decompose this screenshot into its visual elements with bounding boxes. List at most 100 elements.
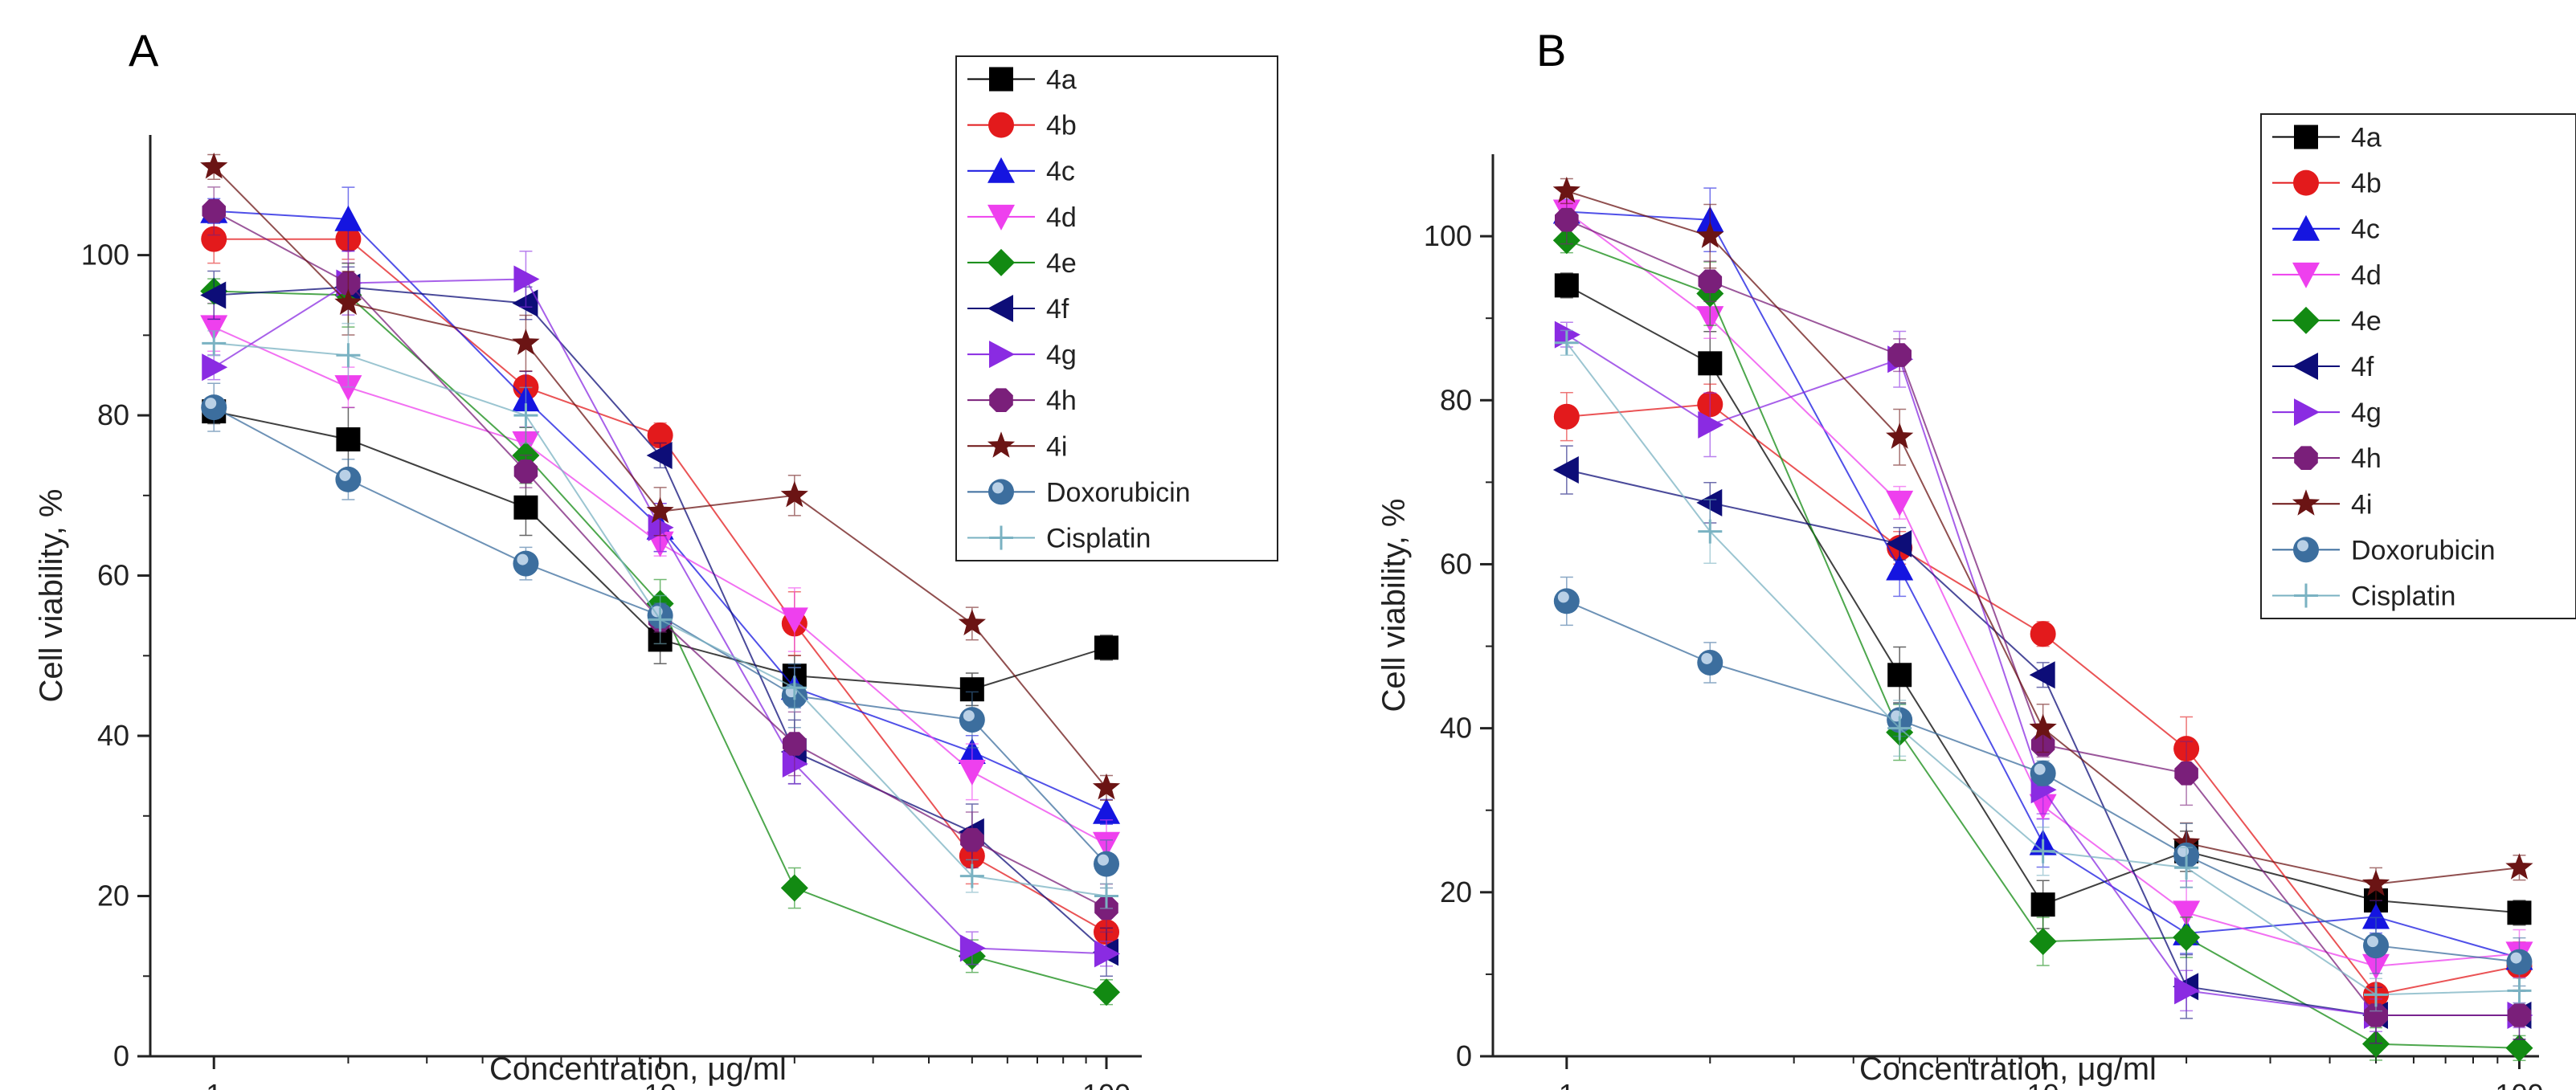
data-point-Cisplatin-10 xyxy=(648,607,673,632)
data-point-4f-1 xyxy=(1552,456,1579,484)
data-point-4f-1 xyxy=(200,281,227,309)
legend-marker-4e xyxy=(987,248,1015,276)
data-point-Cisplatin-5 xyxy=(513,403,538,428)
data-point-4d-20 xyxy=(2173,900,2201,927)
data-point-4h-1 xyxy=(1555,207,1579,232)
data-point-4g-50 xyxy=(959,934,986,962)
legend-marker-4b xyxy=(988,112,1014,138)
legend-label-4h: 4h xyxy=(1046,386,1077,416)
data-point-4i-1 xyxy=(200,152,228,179)
series-Cisplatin xyxy=(202,322,1119,909)
legend: 4a 4b 4c 4d 4e 4f 4g 4h 4i Doxorubicin Cisplatin xyxy=(955,55,1278,561)
data-point-4g-100 xyxy=(1094,940,1121,968)
panel-label: A xyxy=(129,25,159,76)
data-point-Cisplatin-5 xyxy=(1887,716,1912,741)
data-point-4e-100 xyxy=(1093,978,1121,1006)
data-point-4i-1 xyxy=(1552,176,1580,203)
legend-marker-4g xyxy=(2294,398,2320,427)
data-point-4i-50 xyxy=(2361,869,2390,896)
chart-panel-A: A 0 20 40 60 80 100 1 10 100 Concentration, μg/ml C… xyxy=(34,25,1278,1090)
legend-marker-4f xyxy=(987,295,1013,322)
data-point-4f-10 xyxy=(2029,661,2055,689)
data-point-4h-20 xyxy=(2174,761,2198,786)
data-point-4f-10 xyxy=(646,441,673,469)
legend-label-4h: 4h xyxy=(2351,443,2382,474)
data-point-4e-10 xyxy=(2029,928,2057,956)
y-axis-title: Cell viability, % xyxy=(34,489,69,703)
series-4i xyxy=(200,152,1121,802)
legend-label-4e: 4e xyxy=(1046,248,1077,279)
x-axis-title: Concentration, μg/ml xyxy=(1859,1051,2157,1087)
data-point-Cisplatin-100 xyxy=(2507,978,2532,1003)
legend-marker-Doxorubicin xyxy=(988,479,1014,505)
data-point-4a-1 xyxy=(1554,273,1579,298)
data-point-Doxorubicin-50 xyxy=(2363,933,2390,959)
data-point-4i-100 xyxy=(1092,773,1121,800)
legend-label-4c: 4c xyxy=(2351,214,2380,245)
legend-marker-4b xyxy=(2293,169,2319,196)
legend-label-4f: 4f xyxy=(1046,294,1069,325)
data-point-4h-50 xyxy=(960,827,984,852)
legend-marker-Cisplatin xyxy=(2294,583,2318,608)
legend-marker-4i xyxy=(987,431,1016,458)
series-Doxorubicin xyxy=(1553,576,2533,987)
data-point-4h-5 xyxy=(1887,343,1912,367)
data-point-4i-5 xyxy=(512,329,540,355)
legend-marker-4i xyxy=(2292,489,2320,516)
data-point-4a-10 xyxy=(2030,892,2055,917)
data-point-Cisplatin-20 xyxy=(782,676,807,700)
legend-marker-4a xyxy=(989,67,1013,92)
data-point-Cisplatin-100 xyxy=(1094,884,1119,908)
legend-label-4b: 4b xyxy=(1046,111,1077,141)
y-tick-label: 20 xyxy=(97,880,129,912)
legend-marker-4c xyxy=(2292,214,2320,241)
data-point-Doxorubicin-100 xyxy=(1094,851,1120,877)
data-point-4i-2 xyxy=(334,288,362,315)
legend-label-Cisplatin: Cisplatin xyxy=(2351,581,2455,611)
data-point-Cisplatin-2 xyxy=(336,343,361,368)
data-point-Doxorubicin-10 xyxy=(2030,760,2056,786)
data-point-4c-100 xyxy=(1093,798,1121,824)
legend-marker-Cisplatin xyxy=(989,525,1013,550)
panel-label: B xyxy=(1536,25,1566,76)
y-tick-label: 80 xyxy=(97,398,129,431)
data-point-4a-5 xyxy=(513,495,538,520)
data-point-4i-20 xyxy=(780,480,808,508)
y-tick-label: 100 xyxy=(1424,219,1472,252)
legend-label-4f: 4f xyxy=(2351,352,2374,382)
data-point-4g-5 xyxy=(513,265,540,293)
legend-label-4e: 4e xyxy=(2351,306,2382,337)
legend-label-4a: 4a xyxy=(1046,65,1077,96)
data-point-4i-10 xyxy=(2029,713,2057,741)
data-point-4a-5 xyxy=(1887,663,1912,688)
data-point-4g-20 xyxy=(782,749,808,778)
data-point-4h-1 xyxy=(202,199,226,223)
data-point-4e-20 xyxy=(2173,923,2201,951)
legend-label-4d: 4d xyxy=(2351,260,2382,291)
data-point-4h-20 xyxy=(783,732,807,756)
y-tick-label: 40 xyxy=(1440,712,1472,745)
data-point-4d-20 xyxy=(780,607,808,634)
data-point-4g-1 xyxy=(202,353,228,382)
data-point-4b-10 xyxy=(2030,621,2056,647)
data-point-4d-2 xyxy=(334,375,362,402)
data-point-4c-2 xyxy=(334,205,362,231)
data-point-Cisplatin-2 xyxy=(1698,519,1723,544)
data-point-4e-50 xyxy=(2362,1030,2390,1058)
y-tick-label: 100 xyxy=(81,239,129,271)
data-point-4c-50 xyxy=(2362,903,2390,929)
x-tick-label: 100 xyxy=(2495,1078,2543,1090)
data-point-4f-5 xyxy=(1886,529,1912,557)
x-tick-label: 100 xyxy=(1082,1078,1131,1090)
legend-label-Doxorubicin: Doxorubicin xyxy=(1046,477,1191,508)
data-point-4i-2 xyxy=(1696,222,1724,248)
chart-panel-B: B 0 20 40 60 80 100 1 10 100 Concentration, μg/ml C… xyxy=(1376,25,2576,1090)
data-point-4d-50 xyxy=(958,759,986,786)
legend-marker-4f xyxy=(2292,353,2318,380)
data-point-Doxorubicin-100 xyxy=(2506,949,2533,975)
legend-marker-4c xyxy=(987,157,1015,183)
data-point-Doxorubicin-1 xyxy=(1553,588,1580,614)
legend-marker-4a xyxy=(2294,125,2318,149)
legend-marker-4g xyxy=(989,341,1015,369)
